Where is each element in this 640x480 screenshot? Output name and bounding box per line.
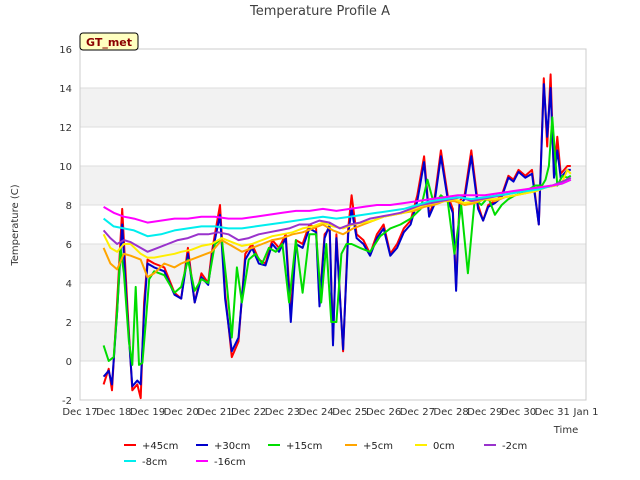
legend-label: +15cm [286, 441, 322, 452]
x-tick-label: Dec 20 [164, 407, 199, 418]
x-tick-label: Dec 21 [197, 407, 232, 418]
y-tick-label: 6 [66, 240, 72, 251]
x-tick-label: Dec 31 [535, 407, 570, 418]
series-line-7 [102, 178, 572, 238]
y-tick-label: 16 [59, 45, 72, 56]
legend-label: +30cm [214, 441, 250, 452]
x-tick-label: Dec 30 [501, 407, 536, 418]
legend-label: -8cm [142, 457, 167, 468]
x-tick-label: Dec 24 [299, 407, 334, 418]
band-12 [80, 88, 586, 127]
x-tick-label: Dec 18 [96, 407, 131, 418]
series-lines [102, 73, 572, 400]
y-axis-label: Temperature (C) [10, 184, 21, 266]
legend-label: +45cm [142, 441, 178, 452]
x-tick-label: Dec 25 [332, 407, 367, 418]
x-tick-label: Dec 23 [265, 407, 300, 418]
x-tick-label: Dec 19 [130, 407, 165, 418]
y-tick-label: 12 [59, 123, 72, 134]
x-tick-label: Dec 22 [231, 407, 266, 418]
badge-text: GT_met [86, 36, 132, 49]
plot-frame [79, 48, 587, 401]
x-tick-label: Dec 28 [433, 407, 468, 418]
y-axis-ticks: -2 0 2 4 6 8 10 12 14 16 [59, 45, 72, 407]
legend-label: -16cm [214, 457, 246, 468]
y-tick-label: 2 [66, 318, 72, 329]
series-line-5 [102, 168, 572, 259]
badge-background [79, 32, 139, 51]
series-line-4 [102, 178, 572, 279]
x-axis-label: Time [553, 425, 578, 436]
legend-label: -2cm [502, 441, 527, 452]
y-tick-label: 8 [66, 201, 72, 212]
series-line-8 [103, 178, 572, 224]
x-tick-label: Dec 27 [400, 407, 435, 418]
x-tick-label: Dec 26 [366, 407, 401, 418]
legend: +45cm +30cm +15cm +5cm 0cm -2cm -8cm -16cm [124, 441, 527, 468]
y-tick-label: 10 [59, 162, 72, 173]
x-tick-label: Dec 29 [467, 407, 502, 418]
y-tick-label: -2 [62, 396, 72, 407]
gt-met-badge: GT_met [79, 32, 139, 51]
x-tick-label: Jan 1 [573, 407, 599, 418]
series-line-2 [102, 83, 571, 388]
legend-label: 0cm [433, 441, 455, 452]
x-tick-label: Dec 17 [62, 407, 97, 418]
chart-title: Temperature Profile A [249, 4, 390, 19]
legend-label: +5cm [363, 441, 393, 452]
y-tick-label: 14 [59, 84, 72, 95]
y-tick-label: 4 [66, 279, 72, 290]
y-tick-label: 0 [66, 357, 72, 368]
